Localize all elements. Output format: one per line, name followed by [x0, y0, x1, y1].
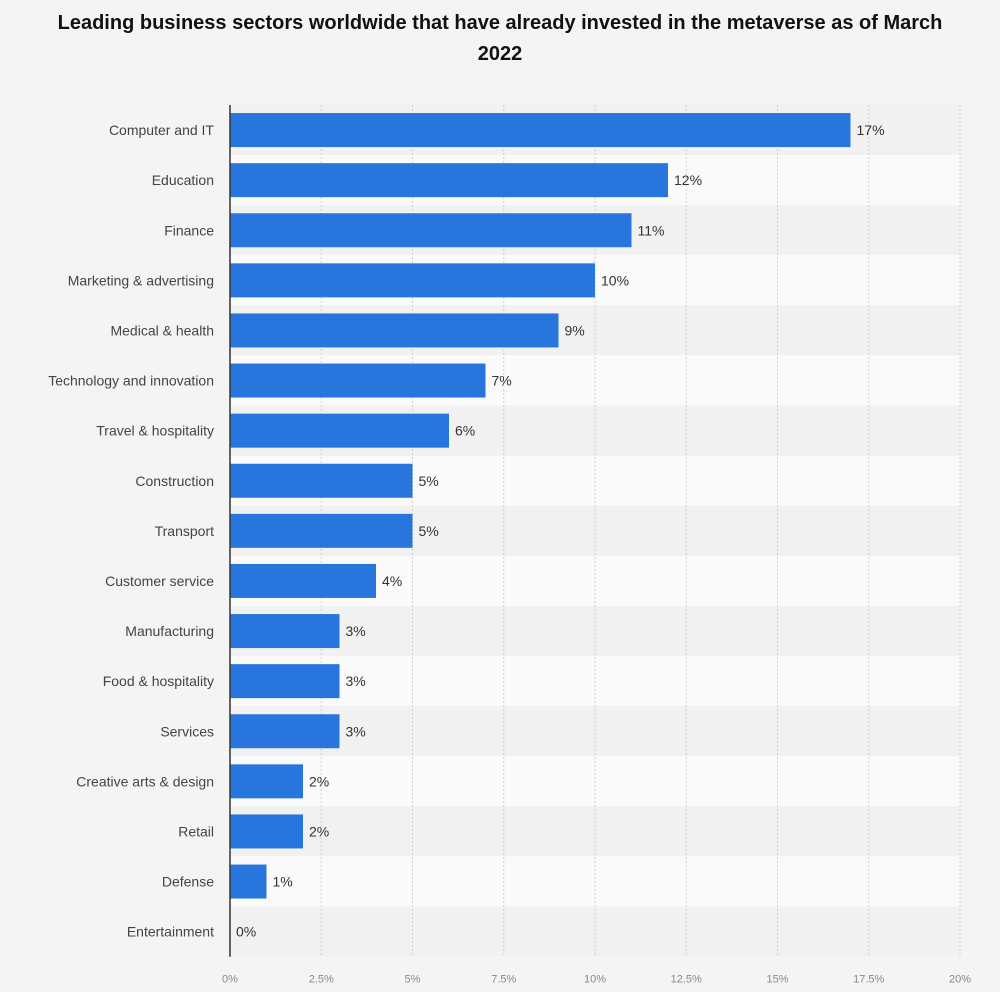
- category-label: Food & hospitality: [103, 673, 214, 689]
- bar: [230, 864, 267, 899]
- value-label: 17%: [857, 122, 885, 138]
- category-label: Transport: [155, 523, 215, 539]
- value-label: 3%: [346, 723, 366, 739]
- bar: [230, 113, 851, 148]
- bar: [230, 814, 303, 849]
- bar: [230, 163, 668, 198]
- category-label: Education: [152, 172, 214, 188]
- x-tick-label: 7.5%: [491, 974, 516, 986]
- bar: [230, 714, 340, 749]
- value-label: 7%: [492, 373, 512, 389]
- x-tick-label: 2.5%: [309, 974, 334, 986]
- x-tick-label: 17.5%: [853, 974, 884, 986]
- chart-title: Leading business sectors worldwide that …: [57, 12, 943, 65]
- category-label: Retail: [178, 823, 214, 839]
- value-label: 5%: [419, 473, 439, 489]
- value-label: 5%: [419, 523, 439, 539]
- value-label: 6%: [455, 423, 475, 439]
- category-label: Computer and IT: [109, 122, 214, 138]
- bar: [230, 313, 559, 348]
- value-label: 2%: [309, 773, 329, 789]
- category-label: Medical & health: [110, 322, 214, 338]
- bar: [230, 463, 413, 498]
- bar: [230, 363, 486, 398]
- category-label: Travel & hospitality: [96, 423, 214, 439]
- category-label: Manufacturing: [125, 623, 214, 639]
- category-label: Services: [160, 723, 214, 739]
- bar: [230, 664, 340, 699]
- category-label: Marketing & advertising: [68, 272, 214, 288]
- x-tick-label: 20%: [949, 974, 971, 986]
- category-label: Customer service: [105, 573, 214, 589]
- value-label: 3%: [346, 623, 366, 639]
- bar: [230, 213, 632, 248]
- value-label: 11%: [638, 222, 665, 238]
- value-label: 9%: [565, 322, 585, 338]
- value-label: 1%: [273, 874, 293, 890]
- value-label: 0%: [236, 924, 256, 940]
- x-tick-label: 10%: [584, 974, 606, 986]
- x-tick-label: 12.5%: [671, 974, 702, 986]
- category-label: Creative arts & design: [76, 773, 214, 789]
- value-label: 12%: [674, 172, 702, 188]
- x-tick-label: 5%: [405, 974, 421, 986]
- value-label: 3%: [346, 673, 366, 689]
- bar: [230, 263, 595, 298]
- x-tick-label: 0%: [222, 974, 238, 986]
- bar: [230, 513, 413, 548]
- x-tick-label: 15%: [766, 974, 788, 986]
- value-label: 2%: [309, 823, 329, 839]
- bar: [230, 764, 303, 799]
- category-label: Construction: [135, 473, 214, 489]
- category-label: Technology and innovation: [48, 373, 214, 389]
- category-label: Entertainment: [127, 924, 214, 940]
- bar: [230, 413, 449, 448]
- value-label: 4%: [382, 573, 402, 589]
- category-label: Finance: [164, 222, 214, 238]
- bar: [230, 614, 340, 649]
- category-label: Defense: [162, 874, 214, 890]
- value-label: 10%: [601, 272, 629, 288]
- bar: [230, 563, 376, 598]
